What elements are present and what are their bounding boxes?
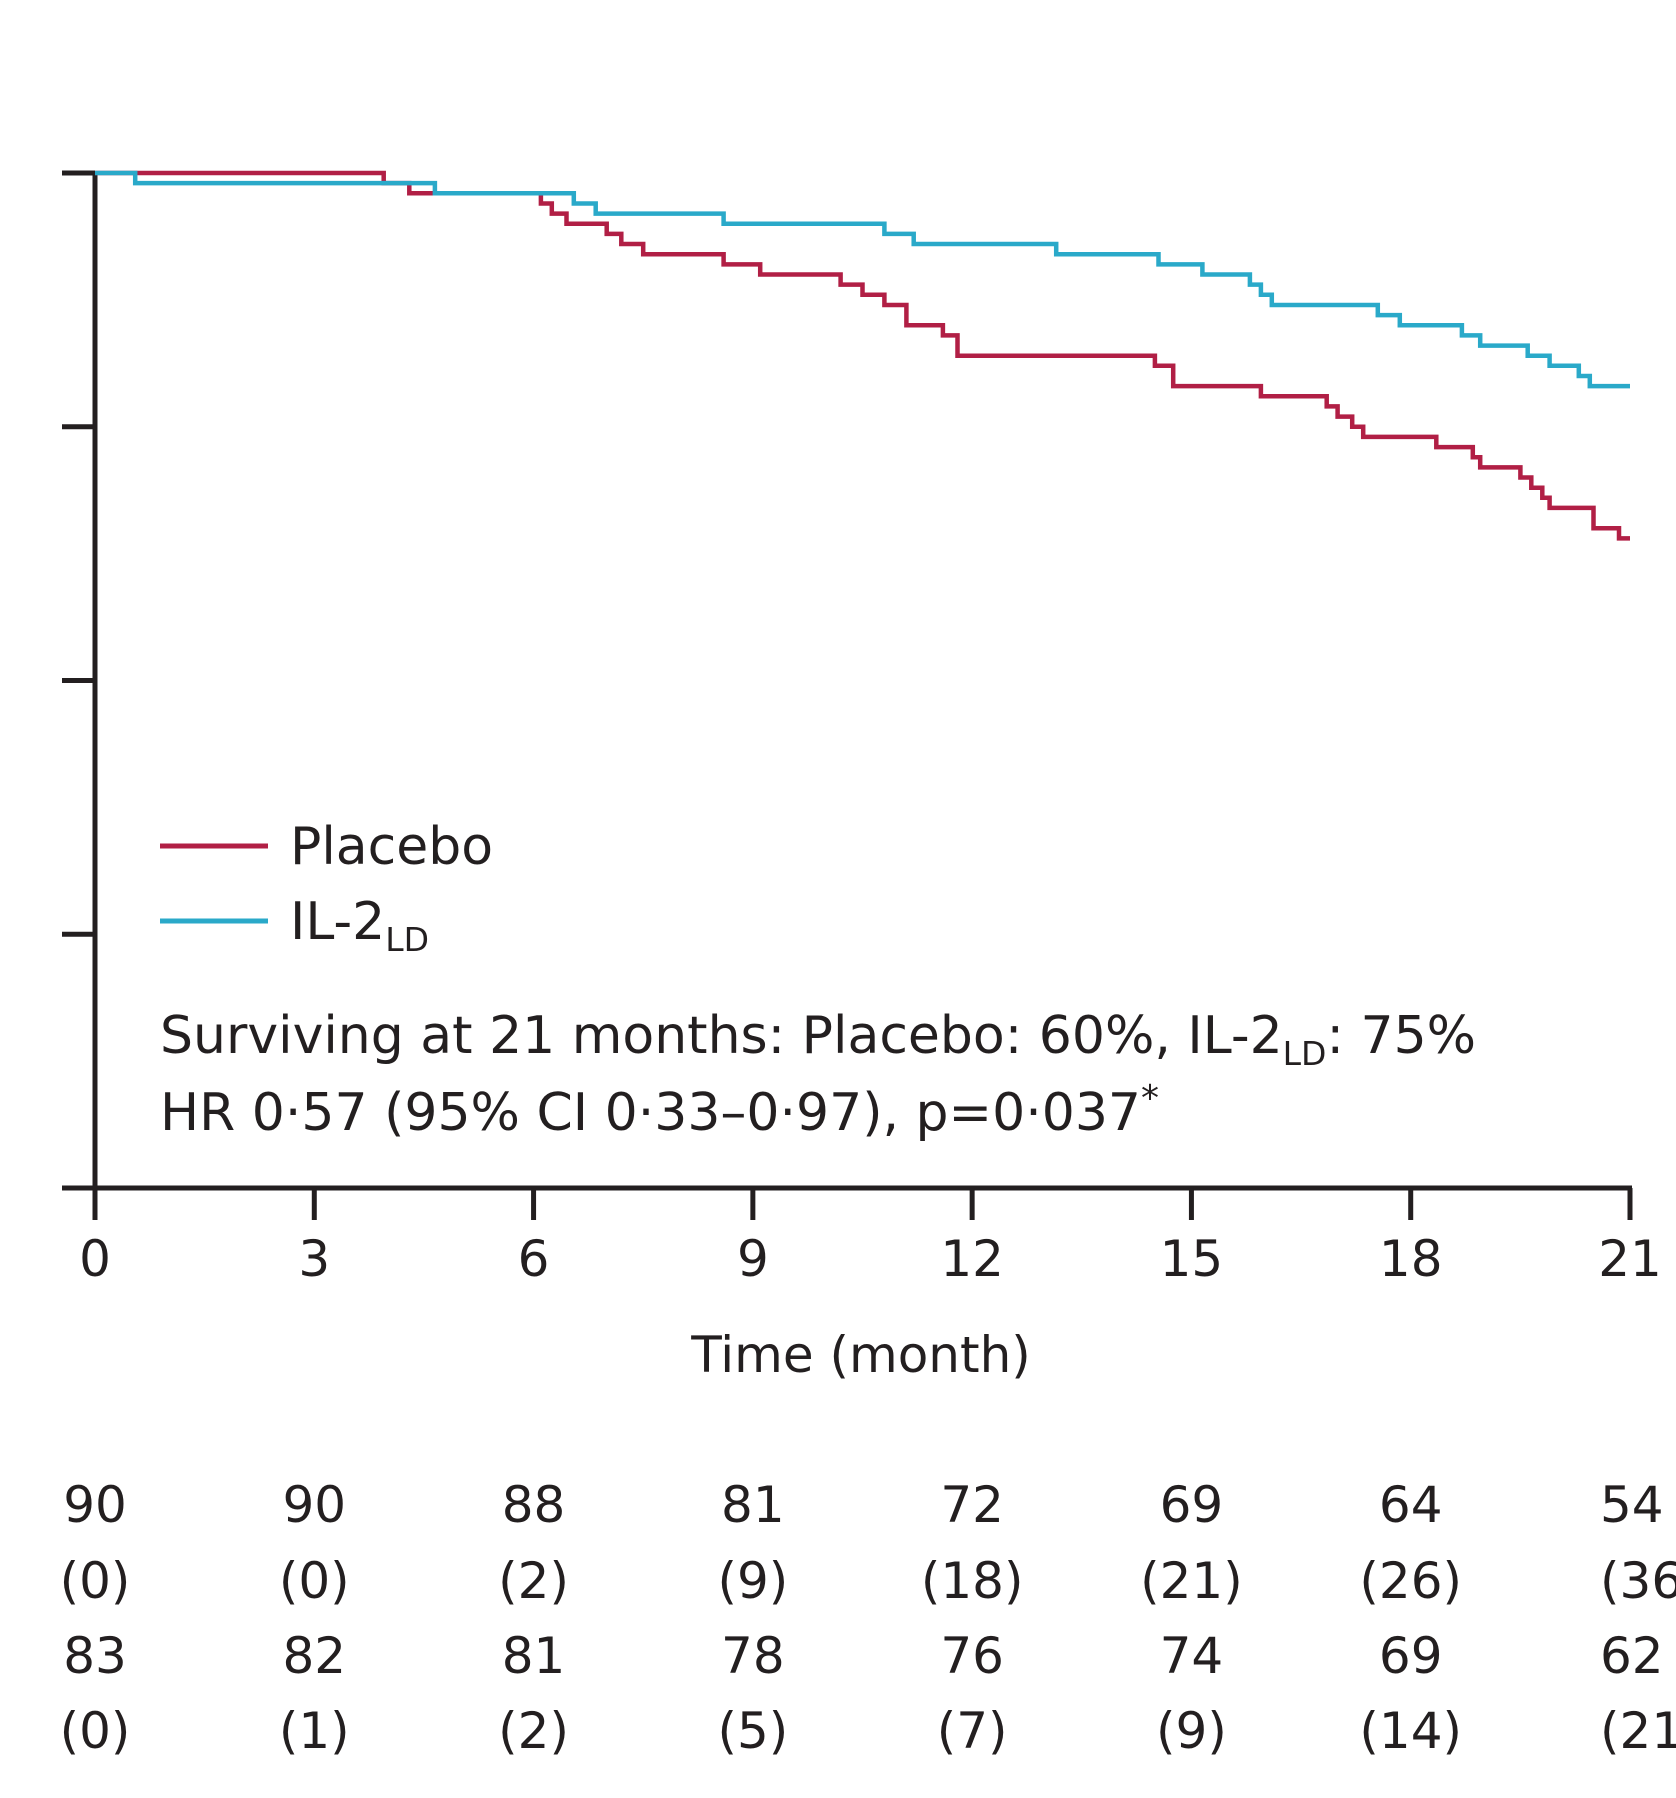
risk-cell-il2-at_risk: 62 [1600, 1627, 1664, 1685]
risk-cell-il2-at_risk: 78 [721, 1627, 785, 1685]
risk-cell-placebo-at_risk: 64 [1379, 1476, 1443, 1534]
x-tick-label: 15 [1160, 1230, 1224, 1288]
risk-cell-il2-events: (5) [717, 1702, 788, 1760]
x-tick-label: 21 [1598, 1230, 1662, 1288]
risk-cell-placebo-at_risk: 90 [282, 1476, 346, 1534]
risk-cell-il2-events: (1) [279, 1702, 350, 1760]
risk-cell-placebo-at_risk: 81 [721, 1476, 785, 1534]
risk-cell-il2-events: (21) [1600, 1702, 1676, 1760]
x-axis-title: Time (month) [690, 1326, 1031, 1384]
risk-cell-placebo-events: (9) [717, 1552, 788, 1610]
curve-placebo [95, 170, 1630, 541]
risk-cell-placebo-at_risk: 88 [502, 1476, 566, 1534]
risk-cell-placebo-events: (21) [1140, 1552, 1243, 1610]
legend: Placebo IL-2LD [160, 817, 493, 959]
annotation-hr-main: HR 0·57 (95% CI 0·33–0·97), p=0·037 [160, 1083, 1141, 1143]
legend-label-il2: IL-2LD [290, 892, 429, 959]
annotation-surviving-sub: LD [1283, 1034, 1327, 1073]
annotation-surviving-part2: : 75% [1326, 1006, 1476, 1066]
risk-cell-il2-at_risk: 83 [63, 1627, 127, 1685]
risk-cell-placebo-events: (0) [60, 1552, 131, 1610]
annotation-hr: HR 0·57 (95% CI 0·33–0·97), p=0·037* [160, 1078, 1159, 1143]
risk-table: 90 90 88 81 72 69 64 54 (0) (0) (2) (9) (18) (21) (26)… [60, 1476, 1676, 1760]
legend-label-il2-main: IL-2 [290, 892, 385, 952]
risk-cell-il2-events: (9) [1156, 1702, 1227, 1760]
annotation-surviving-part1: Surviving at 21 months: Placebo: 60%, IL… [160, 1006, 1283, 1066]
risk-cell-placebo-events: (18) [921, 1552, 1024, 1610]
risk-cell-il2-events: (0) [60, 1702, 131, 1760]
risk-cell-placebo-at_risk: 69 [1160, 1476, 1224, 1534]
risk-cell-il2-at_risk: 81 [502, 1627, 566, 1685]
risk-cell-il2-at_risk: 76 [940, 1627, 1004, 1685]
risk-cell-il2-at_risk: 74 [1160, 1627, 1224, 1685]
x-tick-label: 18 [1379, 1230, 1443, 1288]
risk-cell-placebo-events: (2) [498, 1552, 569, 1610]
survival-curves [95, 170, 1630, 541]
risk-cell-placebo-at_risk: 54 [1600, 1476, 1664, 1534]
risk-cell-il2-events: (7) [937, 1702, 1008, 1760]
risk-cell-placebo-at_risk: 90 [63, 1476, 127, 1534]
x-tick-label: 3 [298, 1230, 330, 1288]
x-tick-label: 12 [940, 1230, 1004, 1288]
axes: 0 3 6 9 12 15 18 21 [62, 170, 1662, 1288]
annotation-surviving: Surviving at 21 months: Placebo: 60%, IL… [160, 1006, 1476, 1073]
legend-label-placebo: Placebo [290, 817, 493, 877]
risk-cell-il2-events: (2) [498, 1702, 569, 1760]
x-tick-label: 0 [79, 1230, 111, 1288]
risk-cell-il2-events: (14) [1359, 1702, 1462, 1760]
curve-il2 [95, 170, 1630, 389]
risk-cell-il2-at_risk: 69 [1379, 1627, 1443, 1685]
risk-cell-placebo-events: (0) [279, 1552, 350, 1610]
x-tick-label: 6 [518, 1230, 550, 1288]
risk-cell-placebo-at_risk: 72 [940, 1476, 1004, 1534]
risk-cell-il2-at_risk: 82 [282, 1627, 346, 1685]
risk-cell-placebo-events: (26) [1359, 1552, 1462, 1610]
x-tick-label: 9 [737, 1230, 769, 1288]
risk-cell-placebo-events: (36) [1600, 1552, 1676, 1610]
legend-label-il2-sub: LD [385, 920, 429, 959]
annotations: Surviving at 21 months: Placebo: 60%, IL… [160, 1006, 1476, 1143]
annotation-hr-sup: * [1141, 1078, 1159, 1119]
